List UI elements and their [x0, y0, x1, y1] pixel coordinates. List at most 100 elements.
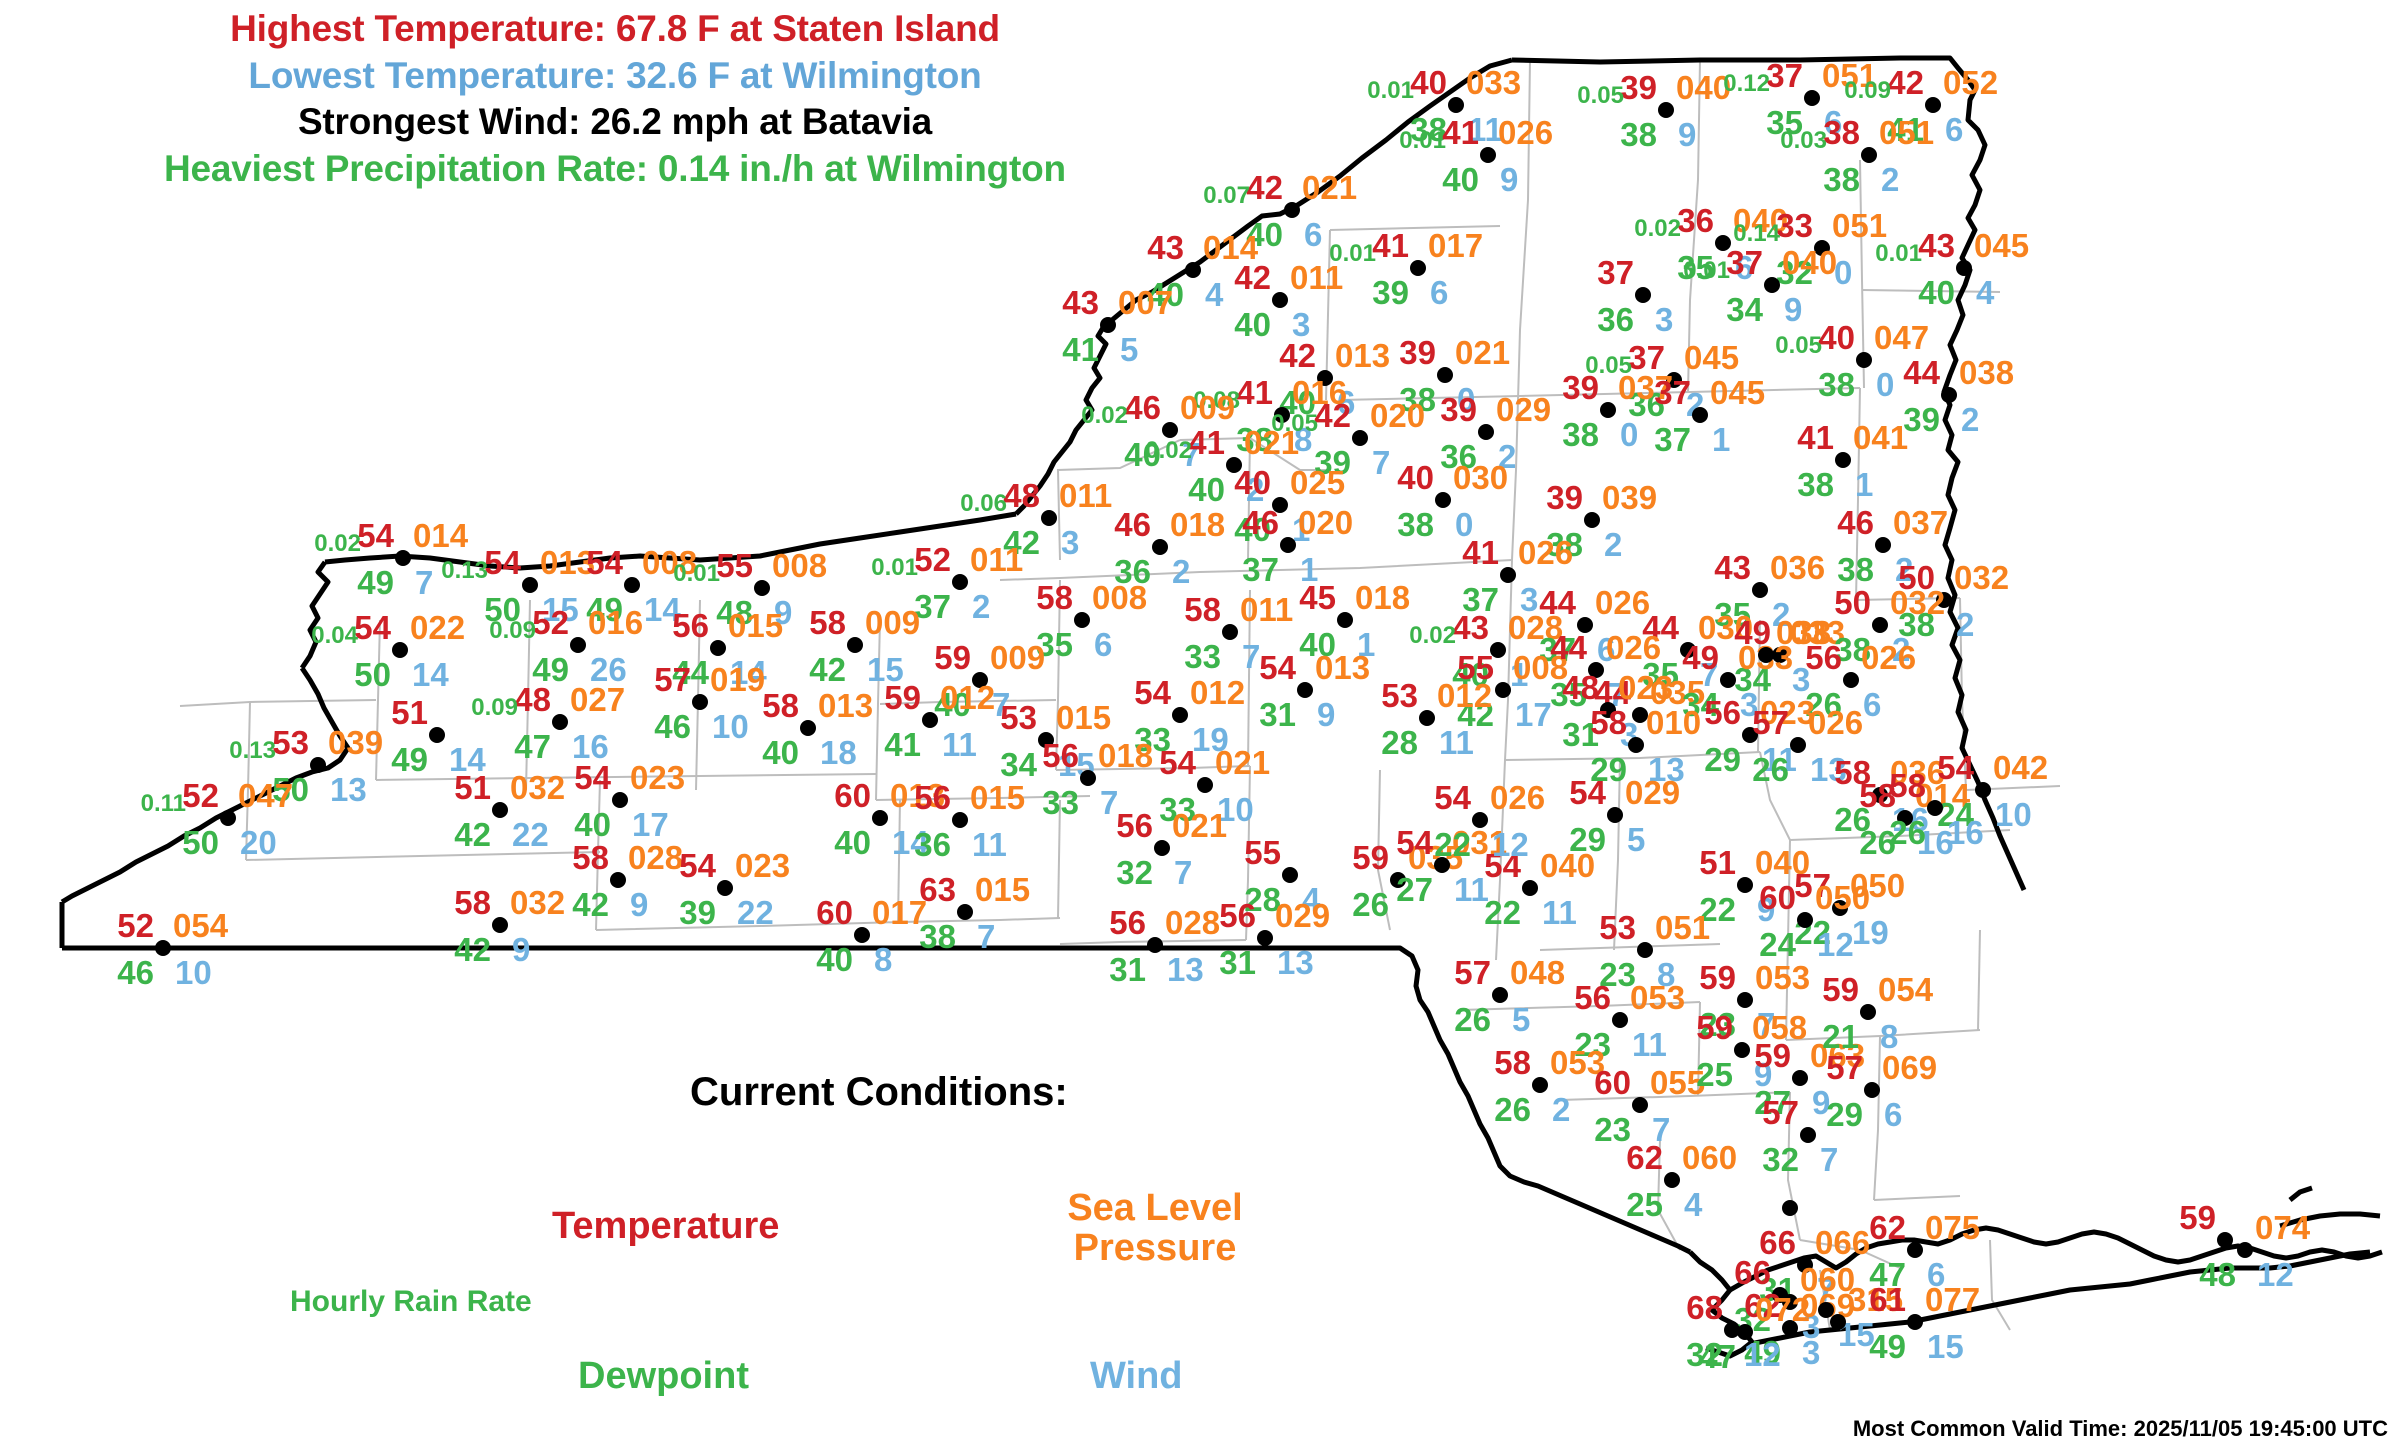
station-wind-speed: 11	[1454, 871, 1489, 908]
station-rain-rate: 0.02	[1409, 622, 1456, 649]
station-wind-speed: 12	[1817, 926, 1854, 963]
station-wind-speed: 3	[1792, 661, 1811, 698]
station-dewpoint: 29	[1590, 751, 1627, 788]
station-wind-speed: 9	[1678, 116, 1697, 153]
station-wind-speed: 0	[1620, 416, 1639, 453]
station-dewpoint: 35	[1714, 596, 1751, 633]
station-rain-rate: 0.01	[1683, 257, 1730, 284]
station-dot-icon	[1872, 787, 1888, 803]
station-temperature: 49	[1734, 614, 1771, 651]
station-dewpoint: 22	[1484, 894, 1521, 931]
station-pressure: 013	[890, 777, 946, 814]
station-dot-icon	[1782, 1320, 1798, 1336]
station-temperature: 63	[919, 871, 956, 908]
station-dewpoint: 38	[1823, 161, 1860, 198]
station-pressure: 023	[630, 759, 686, 796]
station-dewpoint: 29	[1569, 821, 1606, 858]
station-pressure: 050	[1815, 879, 1871, 916]
station-dot-icon	[1317, 370, 1333, 386]
station-pressure: 038	[1959, 354, 2015, 391]
station-temperature: 56	[1109, 904, 1146, 941]
station-dot-icon	[492, 802, 508, 818]
station-pressure: 021	[1302, 169, 1358, 206]
station-wind-speed: 14	[412, 656, 449, 693]
station-wind-speed: 8	[1880, 1018, 1899, 1055]
station-dewpoint: 47	[1869, 1256, 1906, 1293]
station-dewpoint: 38	[919, 918, 956, 955]
station-wind-speed: 2	[1956, 606, 1975, 643]
station-dewpoint: 40	[1299, 626, 1336, 663]
station-dewpoint: 50	[182, 824, 219, 861]
station-temperature: 56	[1805, 639, 1842, 676]
station-pressure: 029	[1275, 897, 1331, 934]
station-wind-speed: 7	[1700, 656, 1719, 693]
station-temperature: 37	[1628, 339, 1665, 376]
station-dot-icon	[1226, 457, 1242, 473]
station-wind-speed: 1	[1712, 421, 1731, 458]
station-dot-icon	[1860, 1004, 1876, 1020]
station-pressure: 014	[413, 517, 469, 554]
station-temperature: 45	[1299, 579, 1336, 616]
station-wind-speed: 2	[1172, 553, 1191, 590]
station-temperature: 59	[2179, 1199, 2216, 1236]
station-wind-speed: 0	[1457, 381, 1476, 418]
station-dot-icon	[1758, 647, 1774, 663]
station-dot-icon	[1666, 372, 1682, 388]
station-pressure: 012	[940, 679, 996, 716]
station-pressure: 008	[1092, 579, 1148, 616]
station-dot-icon	[1280, 537, 1296, 553]
station-dewpoint: 33	[1042, 784, 1079, 821]
station-pressure: 040	[1755, 844, 1811, 881]
station-rain-rate: 0.05	[1585, 352, 1632, 379]
station-pressure: 013	[1335, 337, 1391, 374]
station-wind-speed: 7	[1372, 444, 1391, 481]
station-dot-icon	[1830, 1314, 1846, 1330]
station-pressure: 036	[1770, 549, 1826, 586]
station-dot-icon	[1797, 1257, 1813, 1273]
station-wind-speed: 6	[1824, 104, 1843, 141]
station-temperature: 53	[1599, 909, 1636, 946]
station-dewpoint: 49	[586, 591, 623, 628]
station-dot-icon	[1752, 582, 1768, 598]
station-dewpoint: 37	[1654, 421, 1691, 458]
station-dewpoint: 38	[1834, 631, 1871, 668]
station-temperature: 37	[1726, 244, 1763, 281]
station-dot-icon	[957, 904, 973, 920]
station-dot-icon	[1742, 727, 1758, 743]
station-temperature: 51	[391, 694, 428, 731]
station-temperature: 56	[1042, 737, 1079, 774]
station-wind-speed: 2	[1961, 401, 1980, 438]
station-rain-rate: 0.09	[471, 694, 518, 721]
station-temperature: 56	[1704, 694, 1741, 731]
station-pressure: 051	[1655, 909, 1711, 946]
station-dewpoint: 38	[1410, 111, 1447, 148]
station-temperature: 57	[1454, 954, 1491, 991]
station-dewpoint: 42	[809, 651, 846, 688]
station-pressure: 052	[1943, 64, 1999, 101]
station-temperature: 55	[1457, 649, 1494, 686]
station-pressure: 036	[1890, 754, 1946, 791]
station-wind-speed: 4	[1302, 881, 1321, 918]
station-wind-speed: 1	[1510, 656, 1529, 693]
station-pressure: 051	[1832, 207, 1888, 244]
station-dot-icon	[952, 812, 968, 828]
station-dot-icon	[692, 694, 708, 710]
station-dot-icon	[1274, 407, 1290, 423]
station-pressure: 055	[1650, 1064, 1706, 1101]
station-dot-icon	[1390, 872, 1406, 888]
station-dot-icon	[1197, 777, 1213, 793]
station-dot-icon	[1272, 497, 1288, 513]
station-temperature: 54	[1569, 774, 1606, 811]
station-dot-icon	[1864, 1082, 1880, 1098]
station-dot-icon	[1790, 737, 1806, 753]
station-dewpoint: 49	[1869, 1328, 1906, 1365]
station-dot-icon	[1814, 240, 1830, 256]
station-temperature: 39	[1562, 369, 1599, 406]
station-pressure: 315	[1848, 1281, 1904, 1318]
station-temperature: 36	[1677, 202, 1714, 239]
station-temperature: 40	[1818, 319, 1855, 356]
station-temperature: 42	[1279, 337, 1316, 374]
station-pressure: 032	[1954, 559, 2010, 596]
station-dot-icon	[1975, 782, 1991, 798]
station-rain-rate: 0.02	[1634, 215, 1681, 242]
